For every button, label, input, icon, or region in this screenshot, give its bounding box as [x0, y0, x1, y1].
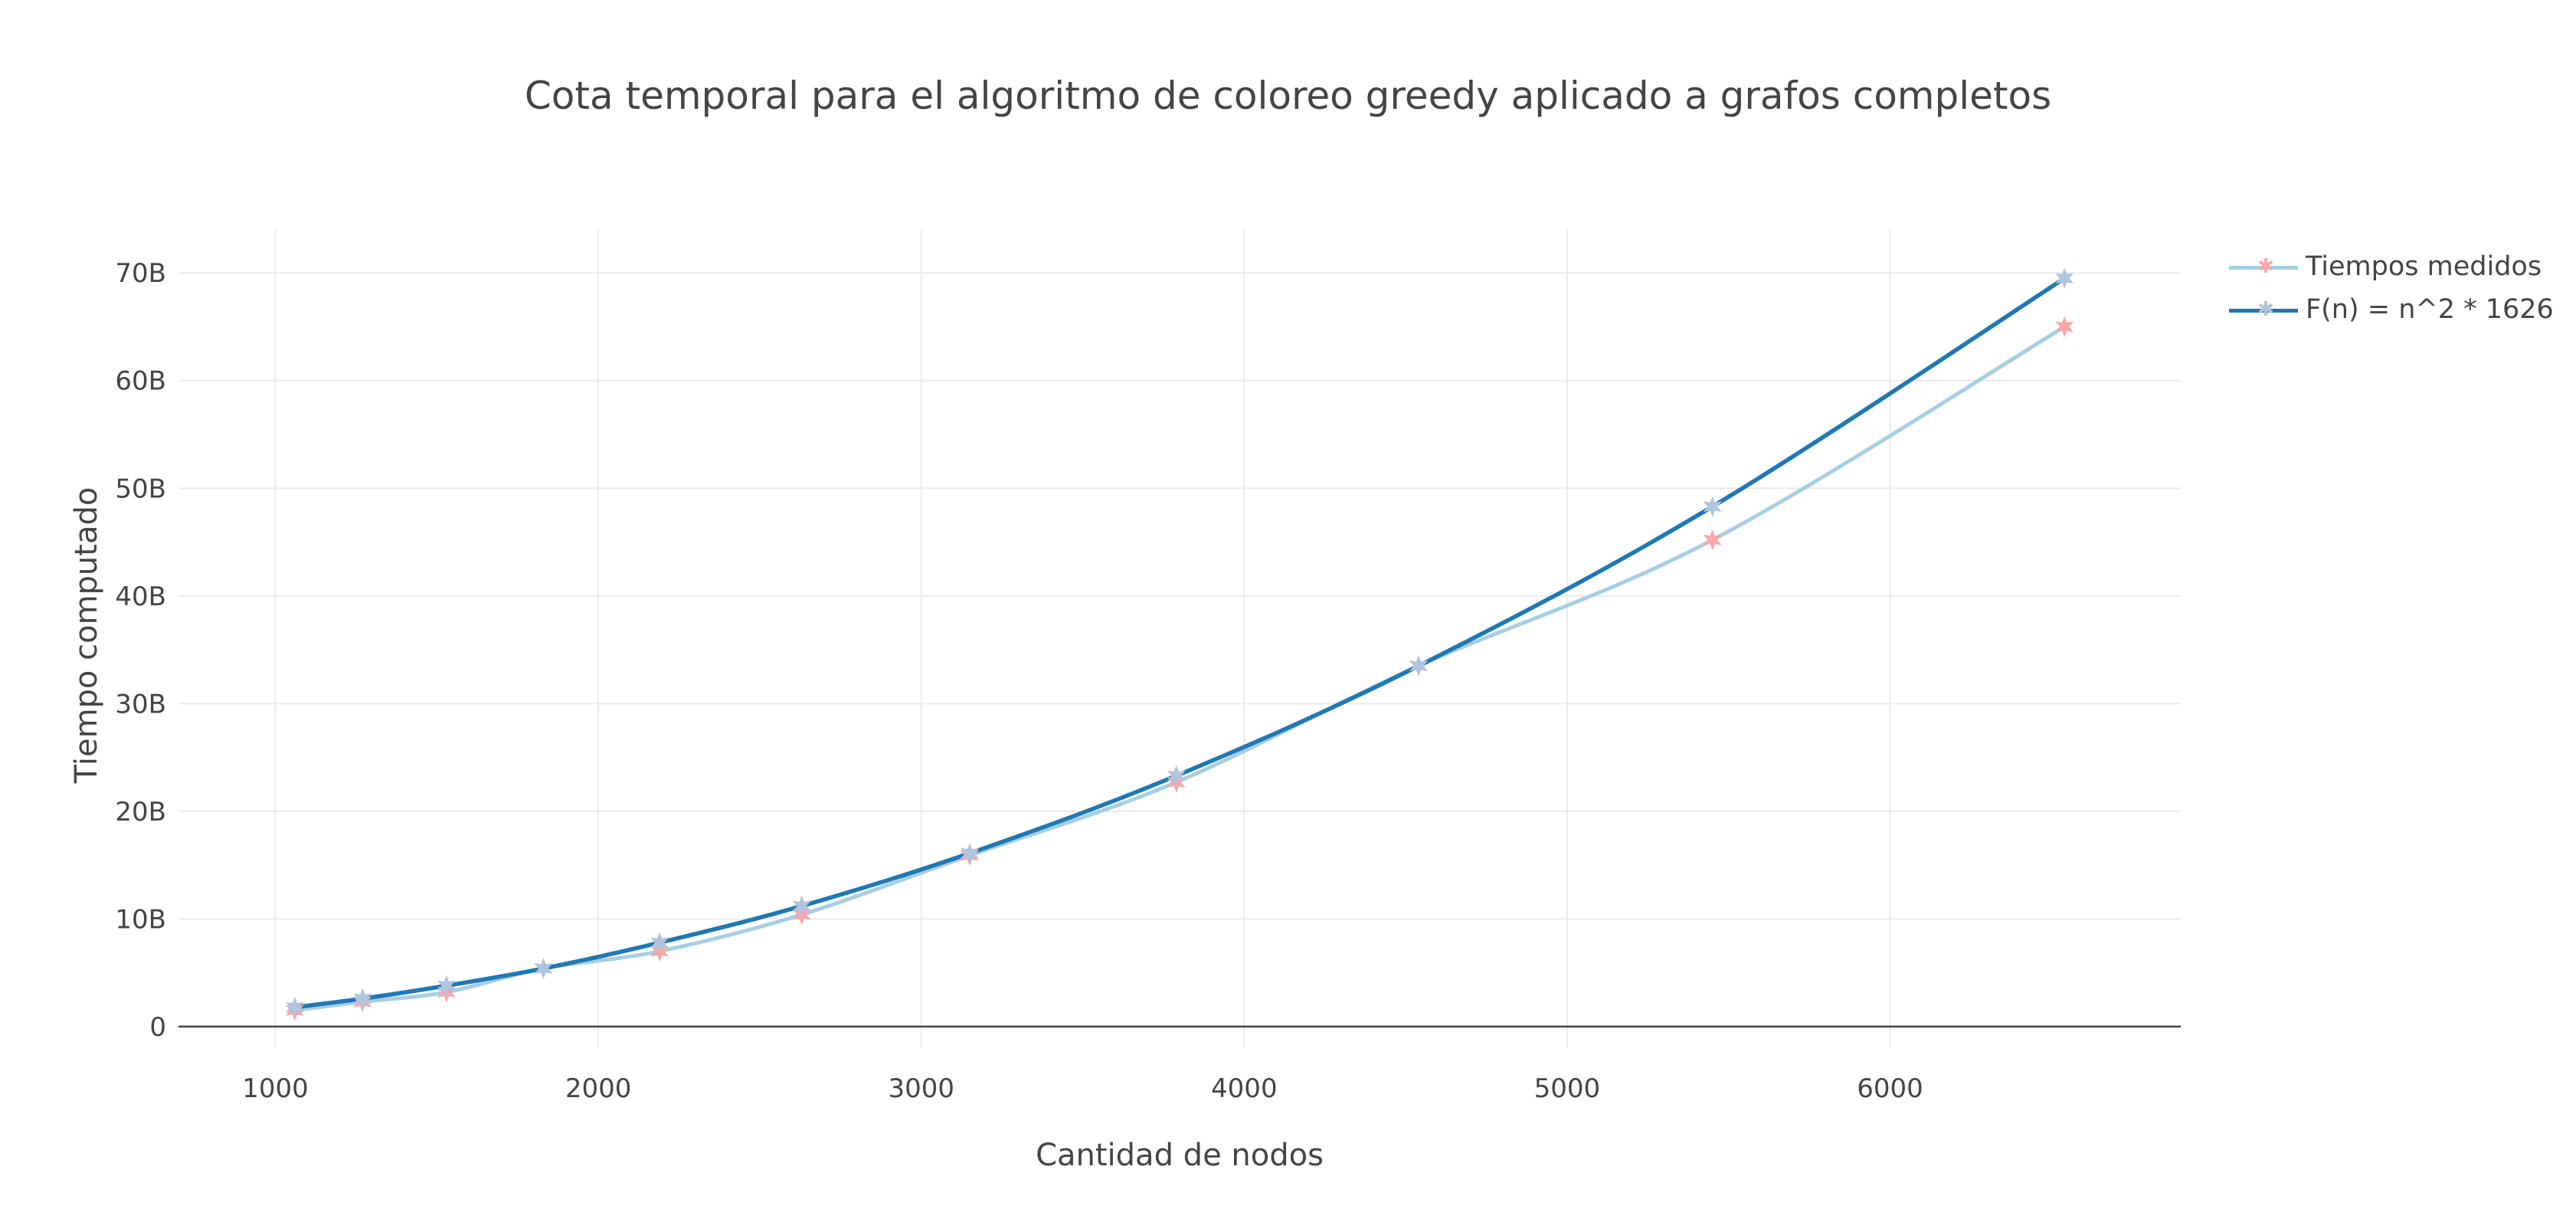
- data-point-series-1: [534, 958, 553, 979]
- data-point-series-1: [437, 975, 457, 997]
- star-icon: ✱: [2257, 255, 2274, 278]
- legend: ✱ Tiempos medidos ✱ F(n) = n^2 * 1626: [2229, 245, 2554, 331]
- tick-labels: 1000 2000 3000 4000 5000 6000 0 10B 20B 30B 40B 50B…: [115, 258, 1923, 1104]
- legend-label-fit: F(n) = n^2 * 1626: [2306, 294, 2554, 325]
- data-point-series-1: [2055, 267, 2074, 290]
- legend-label-measured: Tiempos medidos: [2306, 251, 2542, 282]
- x-tick-label: 1000: [242, 1073, 309, 1104]
- y-tick-label: 10B: [115, 904, 166, 935]
- x-axis-label: Cantidad de nodos: [1036, 1138, 1324, 1173]
- x-tick-label: 4000: [1211, 1073, 1278, 1104]
- y-tick-label: 30B: [115, 689, 166, 719]
- y-tick-label: 0: [149, 1012, 166, 1043]
- series-group: [285, 267, 2074, 1021]
- legend-item-fit[interactable]: ✱ F(n) = n^2 * 1626: [2229, 288, 2554, 331]
- y-tick-label: 40B: [115, 582, 166, 612]
- series-line-0: [293, 324, 2067, 1013]
- data-point-series-0: [2055, 316, 2074, 338]
- data-point-series-1: [353, 988, 372, 1010]
- star-icon: ✱: [2257, 298, 2274, 321]
- legend-item-measured[interactable]: ✱ Tiempos medidos: [2229, 245, 2554, 288]
- data-point-series-1: [1167, 765, 1186, 787]
- y-tick-label: 60B: [115, 366, 166, 397]
- data-point-series-1: [1409, 655, 1429, 677]
- data-point-series-1: [285, 996, 304, 1018]
- legend-swatch-fit: ✱: [2229, 294, 2298, 325]
- x-tick-label: 6000: [1857, 1073, 1923, 1104]
- x-tick-label: 2000: [565, 1073, 632, 1104]
- legend-line-measured: [2229, 266, 2298, 270]
- series-line-1: [293, 276, 2067, 1010]
- data-point-series-1: [792, 895, 811, 917]
- x-tick-label: 3000: [888, 1073, 954, 1104]
- data-point-series-1: [1703, 496, 1722, 518]
- grid-lines: [178, 230, 2181, 1048]
- chart-title: Cota temporal para el algoritmo de color…: [524, 74, 2052, 118]
- y-tick-label: 70B: [115, 258, 166, 289]
- legend-swatch-measured: ✱: [2229, 251, 2298, 282]
- data-point-series-1: [650, 932, 669, 954]
- legend-line-fit: [2229, 309, 2298, 313]
- y-tick-label: 50B: [115, 473, 166, 504]
- data-point-series-0: [1703, 529, 1722, 551]
- y-tick-label: 20B: [115, 797, 166, 827]
- data-point-series-1: [960, 842, 980, 864]
- y-axis-label: Tiempo computado: [69, 487, 104, 784]
- x-tick-label: 5000: [1534, 1073, 1601, 1104]
